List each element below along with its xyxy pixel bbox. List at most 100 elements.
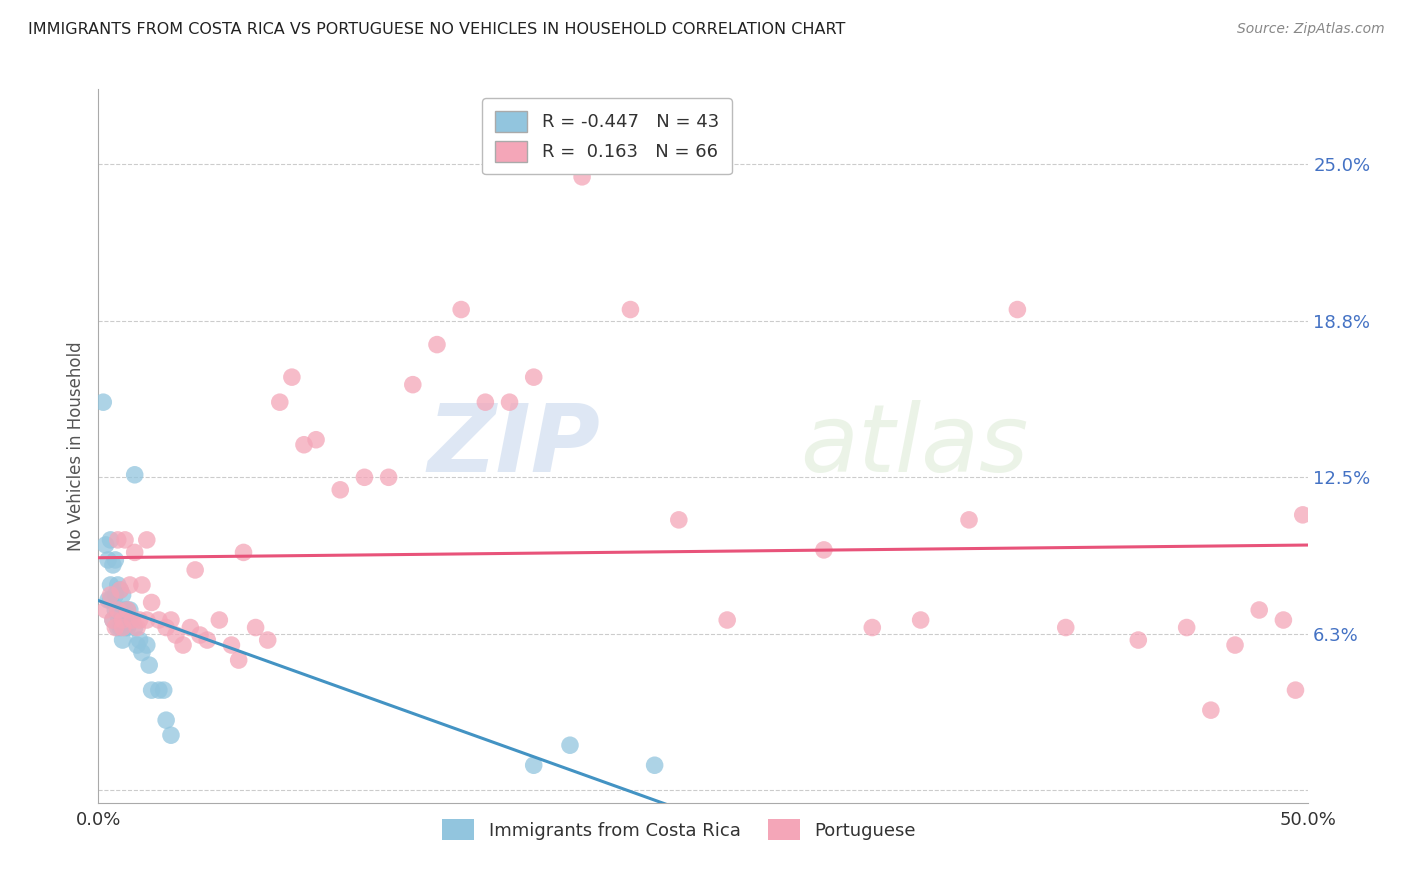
Point xyxy=(281,370,304,384)
Point xyxy=(160,613,183,627)
Point xyxy=(100,578,122,592)
Point xyxy=(107,621,129,635)
Point xyxy=(124,467,146,482)
Point xyxy=(1175,621,1198,635)
Point xyxy=(426,337,449,351)
Point xyxy=(128,613,150,627)
Point xyxy=(101,558,124,572)
Point xyxy=(152,683,174,698)
Point xyxy=(305,433,328,447)
Point xyxy=(128,633,150,648)
Point xyxy=(188,628,211,642)
Point xyxy=(910,613,932,627)
Point xyxy=(1054,621,1077,635)
Point xyxy=(292,438,315,452)
Point xyxy=(1249,603,1271,617)
Point xyxy=(104,603,127,617)
Point xyxy=(138,658,160,673)
Point xyxy=(114,533,136,547)
Point xyxy=(184,563,207,577)
Point xyxy=(107,607,129,622)
Point xyxy=(228,653,250,667)
Point xyxy=(104,621,127,635)
Point xyxy=(108,582,131,597)
Point xyxy=(108,603,131,617)
Point xyxy=(1007,302,1029,317)
Text: Source: ZipAtlas.com: Source: ZipAtlas.com xyxy=(1237,22,1385,37)
Point xyxy=(131,578,153,592)
Point xyxy=(160,728,183,742)
Point xyxy=(111,588,134,602)
Point xyxy=(668,513,690,527)
Point xyxy=(1292,508,1315,522)
Legend: Immigrants from Costa Rica, Portuguese: Immigrants from Costa Rica, Portuguese xyxy=(434,812,924,847)
Point xyxy=(619,302,641,317)
Point xyxy=(155,713,177,727)
Point xyxy=(498,395,520,409)
Point xyxy=(172,638,194,652)
Point xyxy=(101,613,124,627)
Point xyxy=(860,621,883,635)
Point xyxy=(107,578,129,592)
Point xyxy=(402,377,425,392)
Point xyxy=(813,542,835,557)
Point xyxy=(1223,638,1246,652)
Point xyxy=(97,553,120,567)
Point xyxy=(118,578,141,592)
Point xyxy=(114,603,136,617)
Point xyxy=(111,621,134,635)
Text: ZIP: ZIP xyxy=(427,400,600,492)
Point xyxy=(221,638,243,652)
Point xyxy=(118,613,141,627)
Point xyxy=(148,683,170,698)
Point xyxy=(94,603,117,617)
Point xyxy=(117,621,139,635)
Point xyxy=(269,395,291,409)
Point xyxy=(179,621,201,635)
Point xyxy=(121,613,143,627)
Point xyxy=(127,638,149,652)
Point xyxy=(118,603,141,617)
Point xyxy=(571,169,593,184)
Point xyxy=(91,395,114,409)
Point xyxy=(124,545,146,559)
Point xyxy=(97,593,120,607)
Point xyxy=(141,683,163,698)
Point xyxy=(1272,613,1295,627)
Point xyxy=(377,470,399,484)
Point xyxy=(104,553,127,567)
Point xyxy=(256,633,278,648)
Point xyxy=(127,621,149,635)
Point xyxy=(450,302,472,317)
Point xyxy=(148,613,170,627)
Point xyxy=(111,613,134,627)
Point xyxy=(124,621,146,635)
Point xyxy=(121,613,143,627)
Point xyxy=(131,646,153,660)
Point xyxy=(104,588,127,602)
Point xyxy=(135,638,157,652)
Point xyxy=(957,513,980,527)
Text: atlas: atlas xyxy=(800,401,1028,491)
Point xyxy=(155,621,177,635)
Point xyxy=(100,588,122,602)
Point xyxy=(474,395,496,409)
Point xyxy=(107,533,129,547)
Point xyxy=(114,621,136,635)
Point xyxy=(644,758,666,772)
Y-axis label: No Vehicles in Household: No Vehicles in Household xyxy=(67,341,86,551)
Point xyxy=(353,470,375,484)
Point xyxy=(108,621,131,635)
Point xyxy=(117,603,139,617)
Point xyxy=(94,538,117,552)
Point xyxy=(1199,703,1222,717)
Point xyxy=(232,545,254,559)
Point xyxy=(523,758,546,772)
Point xyxy=(117,603,139,617)
Point xyxy=(135,613,157,627)
Point xyxy=(108,582,131,597)
Point xyxy=(135,533,157,547)
Point xyxy=(1128,633,1150,648)
Point xyxy=(100,533,122,547)
Point xyxy=(165,628,187,642)
